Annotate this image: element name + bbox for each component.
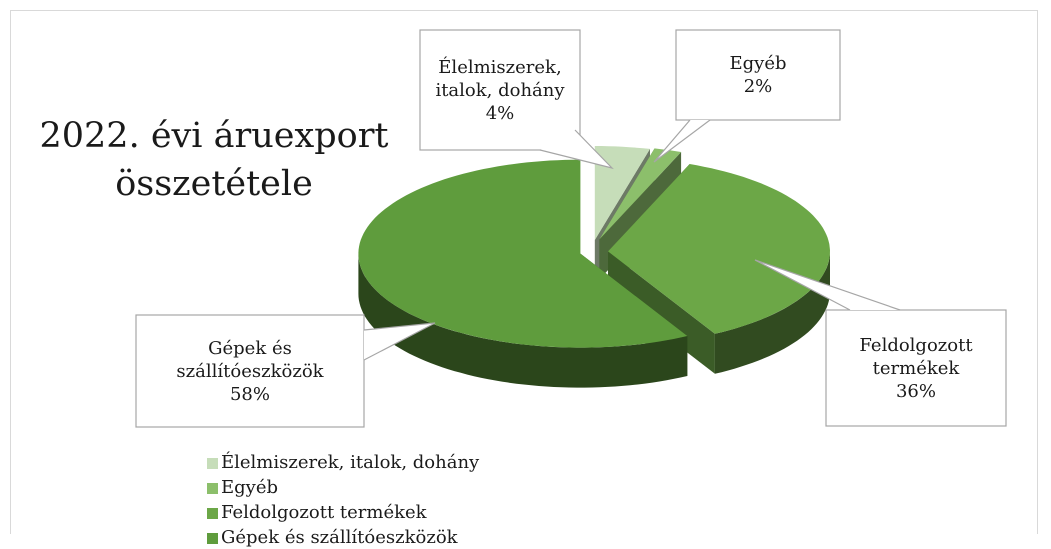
- legend-item: Egyéb: [207, 477, 278, 499]
- legend-swatch: [207, 457, 218, 469]
- slice-side: [714, 251, 830, 374]
- data-label-pointer: [653, 119, 711, 163]
- data-label-category: Gépek és szállítóeszközök: [176, 337, 324, 382]
- data-label-value: 2%: [743, 76, 773, 97]
- data-label-pointer: [754, 259, 901, 311]
- legend-label: Feldolgozott termékek: [221, 502, 427, 523]
- slice-side: [608, 251, 715, 374]
- chart: [135, 29, 1007, 428]
- legend-label: Élelmiszerek, italok, dohány: [221, 452, 480, 473]
- data-label-box: [825, 309, 1007, 427]
- legend-swatch: [207, 532, 218, 544]
- data-label-value: 4%: [485, 102, 515, 124]
- slice: [594, 146, 650, 240]
- data-label-box: [135, 314, 365, 428]
- data-label-category: Feldolgozott termékek: [859, 334, 973, 379]
- slice-side: [358, 253, 688, 388]
- legend-label: Egyéb: [221, 477, 279, 498]
- data-label-category: Egyéb: [729, 53, 787, 74]
- slice: [608, 164, 830, 334]
- data-label-value: 58%: [229, 383, 270, 405]
- legend-item: Élelmiszerek, italok, dohány: [207, 452, 479, 474]
- data-label-box: [419, 29, 581, 151]
- chart-frame: [10, 10, 1038, 534]
- legend-swatch: [207, 507, 218, 519]
- chart-title: 2022. évi áruexport összetétele: [39, 116, 389, 204]
- data-label: Élelmiszerek, italok, dohány 4%: [430, 30, 570, 150]
- data-label-category: Élelmiszerek, italok, dohány: [435, 56, 565, 101]
- data-label-pointer: [539, 129, 614, 170]
- data-label-value: 36%: [895, 380, 936, 402]
- data-label: Feldolgozott termékek 36%: [836, 310, 996, 426]
- data-label-pointer: [363, 322, 436, 361]
- legend-item: Gépek és szállítóeszközök: [207, 527, 458, 549]
- page: {"chart_data": {"type": "pie", "title": …: [10, 10, 1038, 548]
- data-label-pointer: [540, 130, 612, 168]
- legend-label: Gépek és szállítóeszközök: [221, 527, 458, 548]
- data-label-box: [675, 29, 841, 121]
- slice: [358, 159, 688, 348]
- legend-item: Feldolgozott termékek: [207, 502, 427, 524]
- slice: [599, 148, 682, 240]
- data-label: Gépek és szállítóeszközök 58%: [146, 315, 354, 427]
- legend-swatch: [207, 482, 218, 494]
- data-label: Egyéb 2%: [686, 30, 830, 120]
